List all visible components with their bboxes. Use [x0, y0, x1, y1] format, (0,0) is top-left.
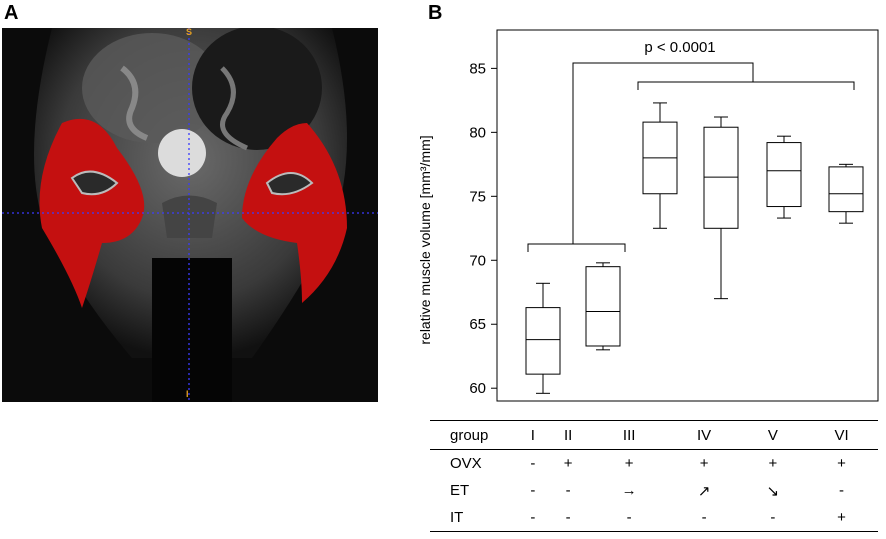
table-cell: →	[621, 482, 637, 499]
bracket-connector	[572, 62, 754, 244]
mri-picture	[2, 28, 378, 402]
y-tick-label: 65	[469, 316, 486, 333]
table-header-cell: VI	[805, 420, 878, 450]
bracket-left	[527, 243, 626, 252]
table-cell: -	[530, 455, 536, 472]
table-header-cell: V	[740, 420, 806, 450]
panel-label-a: A	[4, 2, 19, 24]
table-cell: +	[768, 455, 778, 472]
table-row-it: IT - - - - - +	[430, 504, 878, 532]
boxplot-chart: 60 65 70 75 80 85 relative muscle volume [mm³…	[417, 29, 879, 402]
table-cell: -	[770, 509, 776, 526]
table-cell: +	[699, 455, 709, 472]
box-group-II	[585, 262, 621, 351]
table-cell: +	[563, 455, 573, 472]
box-iqr	[525, 307, 561, 375]
table-cell: +	[837, 509, 846, 526]
y-tick-label: 75	[469, 188, 486, 205]
table-header-cell: IV	[667, 420, 741, 450]
table-header-cell: II	[545, 420, 591, 450]
table-header-row: group I II III IV V VI	[430, 420, 878, 450]
table-cell: -	[530, 482, 536, 499]
box-group-I	[525, 282, 561, 394]
bracket-right	[637, 81, 855, 90]
table-cell: ↗	[697, 482, 711, 500]
mri-image: S I	[2, 28, 378, 402]
table-row-label: OVX	[450, 455, 482, 472]
table-cell: +	[837, 455, 846, 472]
table-header-cell: I	[520, 420, 546, 450]
table-row-et: ET - - → ↗ ↘ -	[430, 477, 878, 504]
table-row-label: IT	[450, 509, 464, 526]
box-iqr	[828, 166, 864, 213]
table-cell: -	[565, 509, 571, 526]
box-iqr	[703, 126, 739, 229]
y-tick-label: 85	[469, 60, 486, 77]
box-iqr	[766, 142, 802, 208]
table-row-ovx: OVX - + + + + +	[430, 450, 878, 478]
box-group-VI	[828, 163, 864, 224]
table-cell: ↘	[766, 482, 780, 500]
p-value-annotation: p < 0.0001	[644, 39, 715, 56]
table-cell: -	[530, 509, 536, 526]
box-group-III	[642, 102, 678, 229]
table-header-label: group	[430, 420, 520, 450]
y-tick-label: 70	[469, 252, 486, 269]
table-cell: -	[565, 482, 571, 499]
y-tick-label: 60	[469, 380, 486, 397]
marker-bottom: I	[186, 389, 189, 399]
table-cell: -	[626, 509, 632, 526]
panel-label-b: B	[428, 2, 443, 24]
table-cell: -	[701, 509, 707, 526]
table-cell: +	[624, 455, 634, 472]
table-header-cell: III	[590, 420, 668, 450]
box-iqr	[585, 266, 621, 347]
box-group-IV	[703, 116, 739, 300]
plot-frame	[496, 29, 879, 402]
marker-top: S	[186, 28, 193, 37]
box-group-V	[766, 135, 802, 219]
group-table: group I II III IV V VI OVX - + + + + + E…	[430, 420, 878, 532]
y-tick-label: 80	[469, 124, 486, 141]
table-row-label: ET	[450, 482, 470, 499]
table-cell: -	[839, 482, 845, 499]
y-axis-label: relative muscle volume [mm³/mm]	[417, 135, 433, 344]
